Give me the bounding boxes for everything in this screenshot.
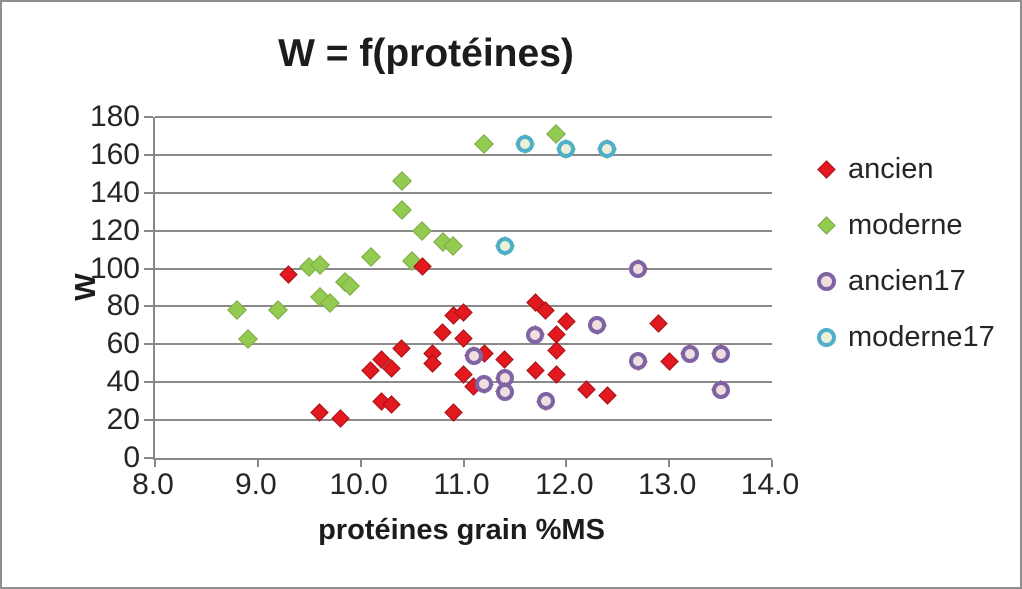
point-ancien17 xyxy=(711,380,730,399)
gridline xyxy=(155,229,772,232)
point-moderne xyxy=(391,199,412,220)
y-tick-label: 180 xyxy=(89,100,140,133)
point-ancien17 xyxy=(680,344,699,363)
y-tick-label: 40 xyxy=(106,365,140,399)
gridline xyxy=(155,191,772,194)
point-ancien xyxy=(526,361,545,381)
x-axis-title: protéines grain %MS xyxy=(318,514,605,546)
legend: ancien moderne ancien17 moderne17 xyxy=(814,152,995,353)
x-tick-mark xyxy=(771,460,773,467)
diamond-marker-icon xyxy=(814,159,838,179)
gridline xyxy=(155,153,772,156)
y-tick-mark xyxy=(144,191,153,194)
y-tick-mark xyxy=(144,457,153,459)
point-moderne xyxy=(268,300,289,321)
y-tick-label: 120 xyxy=(89,213,140,247)
point-moderne xyxy=(391,171,412,192)
point-ancien xyxy=(649,314,669,333)
gridline xyxy=(155,419,772,422)
point-ancien17 xyxy=(629,352,648,371)
y-tick-mark xyxy=(144,305,153,308)
y-tick-label: 140 xyxy=(89,175,140,209)
point-ancien xyxy=(495,350,514,369)
x-tick-mark xyxy=(154,460,156,467)
y-tick-mark xyxy=(144,229,153,232)
x-tick-label: 9.0 xyxy=(234,468,277,501)
legend-label: ancien17 xyxy=(848,264,966,297)
point-ancien17 xyxy=(536,392,555,411)
x-tick-label: 8.0 xyxy=(132,468,174,501)
gridline xyxy=(155,116,772,118)
x-tick-label: 13.0 xyxy=(637,468,697,501)
y-tick-mark xyxy=(144,267,153,270)
legend-item-moderne: moderne xyxy=(814,208,995,241)
x-tick-label: 14.0 xyxy=(740,468,800,501)
y-tick-label: 60 xyxy=(106,327,140,361)
point-ancien17 xyxy=(588,316,607,335)
point-ancien xyxy=(433,323,453,343)
point-ancien xyxy=(392,338,411,358)
legend-item-ancien: ancien xyxy=(814,152,995,185)
legend-item-moderne17: moderne17 xyxy=(814,320,995,353)
y-tick-mark xyxy=(144,419,153,422)
point-ancien xyxy=(330,409,350,428)
point-ancien17 xyxy=(475,375,494,394)
point-moderne xyxy=(474,133,494,154)
point-moderne xyxy=(237,328,258,349)
gridline xyxy=(155,267,772,270)
legend-label: ancien xyxy=(848,152,934,185)
y-tick-label: 160 xyxy=(89,137,140,171)
ring-circle-marker-icon xyxy=(814,327,838,347)
point-ancien xyxy=(577,380,597,399)
diamond-marker-icon xyxy=(814,215,838,235)
y-tick-label: 0 xyxy=(123,441,140,474)
point-moderne xyxy=(361,247,381,268)
point-moderne17 xyxy=(495,236,514,255)
legend-item-ancien17: ancien17 xyxy=(814,264,995,297)
point-ancien17 xyxy=(629,259,648,278)
point-moderne17 xyxy=(516,134,535,153)
x-tick-mark xyxy=(565,460,568,467)
legend-label: moderne xyxy=(848,208,963,241)
point-moderne17 xyxy=(598,140,617,159)
x-tick-mark xyxy=(462,460,465,467)
point-ancien17 xyxy=(711,344,730,363)
x-tick-label: 10.0 xyxy=(329,468,388,501)
ring-circle-marker-icon xyxy=(814,271,838,291)
point-ancien17 xyxy=(464,346,483,365)
point-ancien17 xyxy=(526,325,545,344)
plot-area xyxy=(144,116,773,467)
y-tick-mark xyxy=(144,153,153,156)
y-tick-label: 20 xyxy=(106,403,140,437)
y-tick-label: 80 xyxy=(106,289,140,323)
x-tick-mark xyxy=(668,460,671,467)
point-ancien xyxy=(598,386,617,405)
x-tick-mark xyxy=(256,460,259,467)
point-moderne xyxy=(412,220,433,241)
point-ancien17 xyxy=(495,382,514,401)
y-tick-mark xyxy=(144,116,153,118)
x-tick-label: 11.0 xyxy=(433,468,490,501)
chart-title: W = f(protéines) xyxy=(278,32,574,75)
point-moderne17 xyxy=(557,140,576,159)
y-tick-mark xyxy=(144,343,153,346)
y-tick-mark xyxy=(144,381,153,384)
x-tick-mark xyxy=(359,460,362,467)
point-ancien xyxy=(659,352,679,371)
legend-label: moderne17 xyxy=(848,320,995,353)
point-moderne xyxy=(227,300,248,321)
x-tick-label: 12.0 xyxy=(535,468,594,501)
y-tick-label: 100 xyxy=(89,251,140,285)
